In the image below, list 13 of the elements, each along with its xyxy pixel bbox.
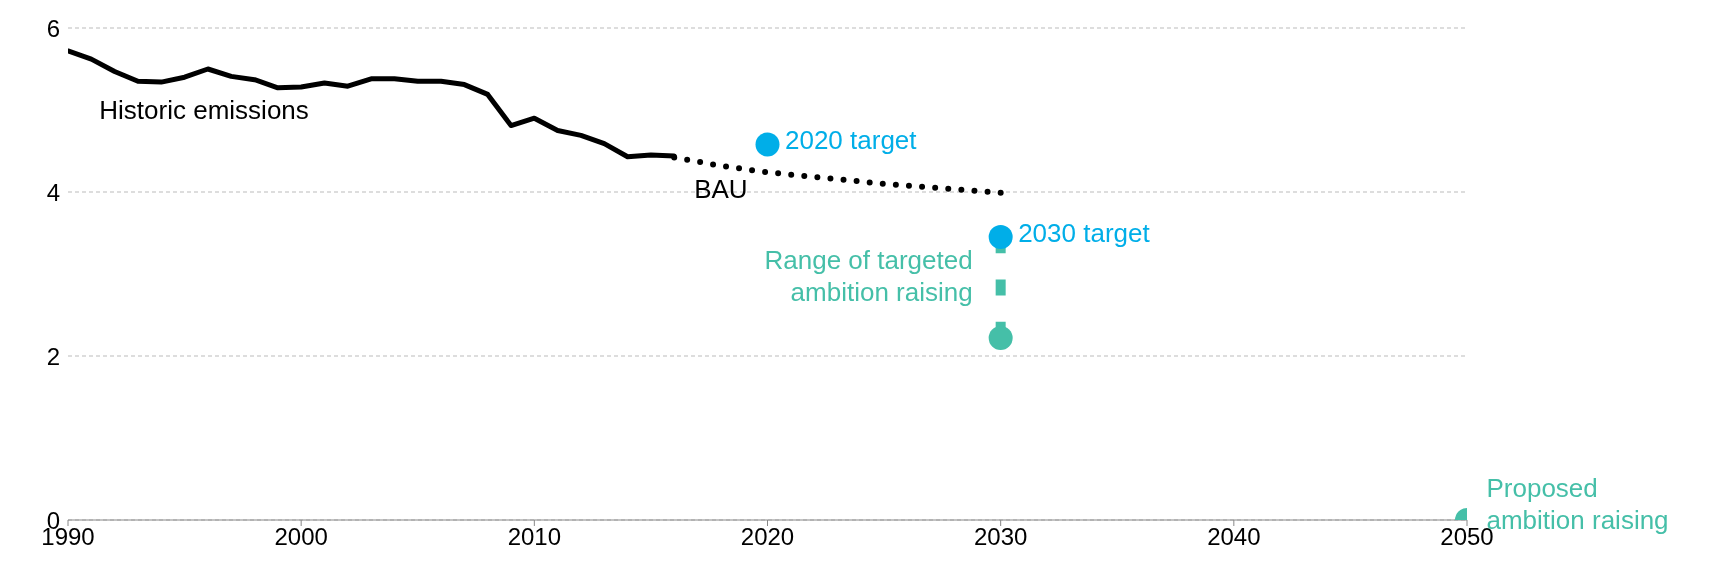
series-label: Historic emissions <box>99 95 309 126</box>
series-label: BAU <box>694 173 748 204</box>
series-label: Range of targeted ambition raising <box>764 245 973 308</box>
y-tick-label: 6 <box>46 14 60 42</box>
x-tick-label: 2010 <box>507 523 562 551</box>
x-tick-label: 2030 <box>973 523 1028 551</box>
series-label: 2020 target <box>784 124 918 155</box>
y-tick-label: 2 <box>46 342 60 370</box>
y-tick-label: 4 <box>46 178 60 206</box>
x-tick-label: 2020 <box>740 523 795 551</box>
x-tick-label: 2000 <box>274 523 328 551</box>
series-label: 2030 target <box>1018 217 1151 248</box>
x-tick-label: 2040 <box>1207 523 1261 551</box>
